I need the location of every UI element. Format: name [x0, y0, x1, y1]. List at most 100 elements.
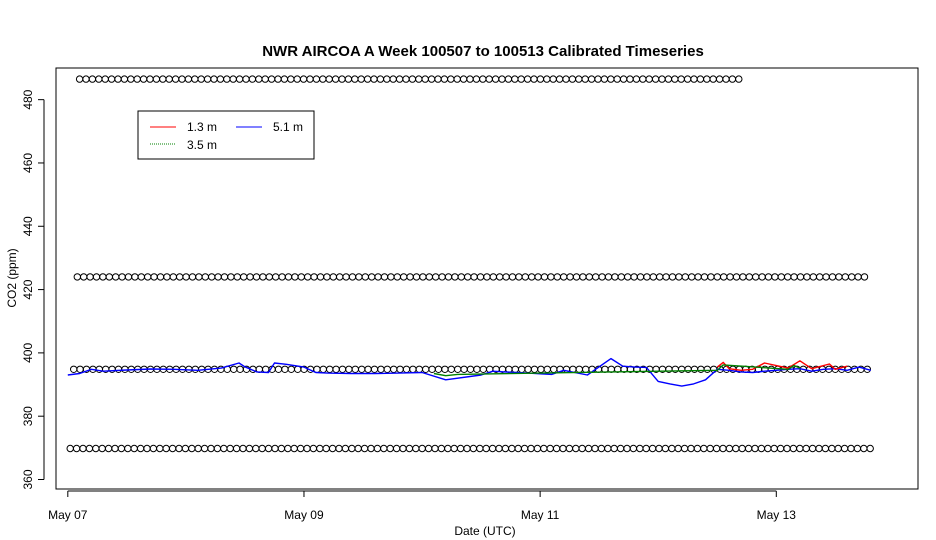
reference-point: [402, 365, 411, 373]
reference-point: [501, 444, 510, 453]
reference-point: [252, 444, 260, 453]
reference-point: [540, 273, 549, 281]
reference-point: [472, 75, 481, 83]
reference-point: [191, 365, 200, 373]
reference-point: [176, 273, 184, 281]
reference-point: [643, 273, 651, 281]
reference-point: [203, 75, 212, 83]
reference-point: [600, 75, 609, 83]
reference-point: [444, 273, 453, 281]
reference-point: [357, 75, 365, 83]
reference-point: [208, 273, 216, 281]
reference-point: [277, 444, 286, 453]
reference-point: [626, 75, 634, 83]
reference-point: [246, 273, 254, 281]
reference-point: [527, 444, 535, 453]
reference-point: [395, 75, 404, 83]
reference-point: [668, 444, 676, 453]
reference-point: [297, 273, 305, 281]
reference-point: [476, 444, 484, 453]
x-tick-label: May 07: [48, 508, 88, 522]
reference-point: [459, 75, 468, 83]
reference-point: [163, 273, 171, 281]
x-axis-label: Date (UTC): [454, 524, 515, 538]
reference-point: [619, 75, 628, 83]
reference-point: [651, 75, 660, 83]
reference-point: [210, 75, 218, 83]
reference-point: [645, 75, 653, 83]
reference-point: [479, 365, 487, 373]
reference-point: [86, 273, 94, 281]
reference-point: [662, 273, 670, 281]
reference-point: [112, 273, 120, 281]
reference-point: [822, 273, 830, 281]
reference-point: [304, 273, 312, 281]
reference-point: [368, 273, 376, 281]
reference-point: [553, 273, 561, 281]
reference-point: [771, 273, 779, 281]
reference-point: [555, 75, 564, 83]
reference-point: [728, 75, 737, 83]
reference-point: [70, 365, 78, 373]
reference-point: [242, 75, 250, 83]
reference-point: [345, 365, 353, 373]
reference-point: [488, 444, 497, 453]
reference-point: [168, 444, 177, 453]
reference-point: [511, 365, 519, 373]
reference-point: [508, 273, 517, 281]
reference-point: [738, 444, 746, 453]
reference-point: [329, 273, 337, 281]
reference-point: [697, 365, 705, 373]
reference-point: [694, 273, 702, 281]
reference-point: [437, 444, 446, 453]
reference-point: [566, 273, 574, 281]
reference-point: [559, 444, 567, 453]
legend-box: [137, 110, 315, 160]
reference-point: [853, 444, 862, 453]
reference-point: [351, 75, 359, 83]
reference-point: [390, 365, 398, 373]
reference-point: [255, 75, 263, 83]
reference-point: [348, 444, 356, 453]
reference-point: [293, 75, 301, 83]
reference-point: [194, 444, 202, 453]
reference-point: [392, 444, 401, 453]
reference-point: [336, 273, 344, 281]
reference-point: [200, 444, 209, 453]
reference-point: [412, 444, 420, 453]
reference-point: [770, 444, 778, 453]
reference-point: [291, 273, 299, 281]
reference-point: [325, 75, 333, 83]
x-axis: May 07 May 09 May 11 May 13: [48, 490, 796, 522]
reference-point: [808, 444, 817, 453]
reference-point: [460, 365, 468, 373]
reference-point: [75, 75, 84, 83]
reference-point: [502, 273, 510, 281]
reference-point: [441, 365, 449, 373]
reference-point: [575, 365, 583, 373]
reference-point: [406, 273, 414, 281]
reference-point: [383, 365, 391, 373]
reference-point: [543, 75, 551, 83]
reference-point: [835, 273, 843, 281]
reference-point: [197, 75, 205, 83]
reference-point: [592, 273, 600, 281]
reference-point: [703, 75, 711, 83]
reference-point: [376, 75, 385, 83]
reference-point: [713, 273, 721, 281]
reference-point: [99, 273, 107, 281]
x-tick-label: May 09: [284, 508, 324, 522]
legend: 1.3 m 3.5 m 5.1 m: [137, 110, 315, 160]
reference-point: [803, 273, 811, 281]
reference-point: [440, 75, 449, 83]
reference-point: [271, 444, 279, 453]
reference-point: [226, 444, 234, 453]
reference-point: [290, 444, 298, 453]
reference-point: [76, 365, 84, 373]
reference-point: [143, 444, 151, 453]
chart-title: NWR AIRCOA A Week 100507 to 100513 Calib…: [262, 43, 704, 60]
reference-point: [706, 444, 714, 453]
reference-point: [360, 444, 369, 453]
reference-point: [265, 273, 273, 281]
